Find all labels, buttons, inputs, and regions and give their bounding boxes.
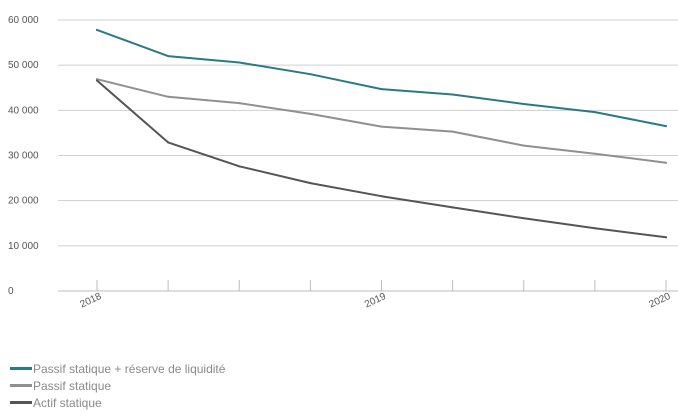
data-point — [167, 95, 170, 98]
data-point — [665, 125, 667, 128]
data-point — [309, 182, 312, 185]
y-tick-label: 20 000 — [8, 196, 39, 207]
series-line — [96, 28, 667, 128]
data-point — [380, 125, 383, 128]
y-tick-label: 50 000 — [8, 60, 39, 71]
series-1 — [96, 78, 667, 164]
data-point — [593, 111, 596, 114]
y-tick-label: 40 000 — [8, 105, 39, 116]
x-tick-label: 2020 — [648, 291, 673, 311]
data-point — [96, 79, 98, 82]
line-chart: 0 10 000 20 000 30 000 40 000 50 000 60 000 20… — [8, 15, 678, 310]
legend-swatch — [10, 384, 32, 387]
legend-item: Passif statique — [10, 377, 225, 394]
x-tick-label: 2018 — [79, 291, 104, 311]
data-point — [380, 88, 383, 91]
data-point — [522, 103, 525, 106]
legend-label: Actif statique — [33, 395, 102, 410]
y-tick-label: 60 000 — [8, 15, 39, 26]
x-tick-label: 2019 — [363, 291, 388, 311]
series-line — [96, 79, 667, 239]
data-point — [167, 141, 170, 144]
data-point — [451, 206, 454, 209]
legend-label: Passif statique + réserve de liquidité — [33, 361, 226, 376]
gridlines — [58, 19, 678, 292]
legend-swatch — [10, 367, 32, 370]
legend: Passif statique + réserve de liquidité P… — [10, 360, 225, 411]
legend-label: Passif statique — [33, 378, 112, 393]
data-point — [96, 28, 98, 31]
legend-item: Passif statique + réserve de liquidité — [10, 360, 225, 377]
y-tick-label: 0 — [8, 286, 14, 297]
y-tick-label: 30 000 — [8, 151, 39, 162]
data-point — [522, 144, 525, 147]
data-point — [380, 195, 383, 198]
data-point — [522, 217, 525, 220]
data-point — [451, 93, 454, 96]
series-0 — [96, 28, 667, 128]
x-axis-ticks: 2018 2019 2020 — [79, 280, 673, 310]
data-point — [238, 61, 241, 64]
data-point — [238, 165, 241, 168]
data-point — [665, 236, 667, 239]
data-point — [593, 227, 596, 230]
legend-swatch — [10, 401, 32, 404]
series-2 — [96, 79, 667, 239]
data-point — [309, 112, 312, 115]
y-tick-label: 10 000 — [8, 241, 39, 252]
data-point — [665, 161, 667, 164]
data-point — [451, 130, 454, 133]
y-axis-ticks: 0 10 000 20 000 30 000 40 000 50 000 60 000 — [8, 15, 39, 297]
series-line — [96, 78, 667, 164]
series-lines — [96, 28, 667, 239]
data-point — [309, 73, 312, 76]
legend-item: Actif statique — [10, 394, 225, 411]
data-point — [238, 102, 241, 105]
data-point — [167, 55, 170, 58]
data-point — [593, 152, 596, 155]
